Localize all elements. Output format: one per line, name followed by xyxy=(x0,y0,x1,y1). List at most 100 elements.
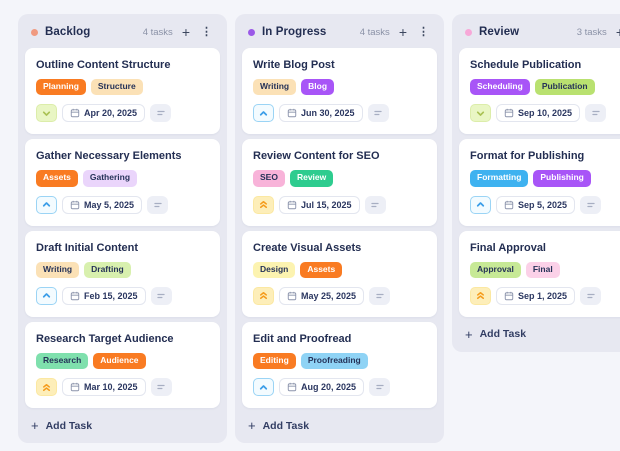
calendar-icon xyxy=(287,382,297,392)
add-card-icon[interactable]: + xyxy=(614,25,620,39)
priority-low-icon[interactable] xyxy=(36,104,57,123)
column-title: Backlog xyxy=(45,26,91,38)
priority-high-icon[interactable] xyxy=(470,286,491,305)
tag-pill: Scheduling xyxy=(470,79,530,96)
column-task-count: 3 tasks xyxy=(576,26,607,38)
plus-icon: + xyxy=(31,418,39,434)
task-card[interactable]: Format for Publishing Formatting Publishi… xyxy=(459,139,620,226)
description-icon xyxy=(580,195,602,214)
task-card[interactable]: Gather Necessary Elements Assets Gatherin… xyxy=(25,139,220,226)
add-task-label: Add Task xyxy=(45,419,93,432)
task-title: Schedule Publication xyxy=(470,59,582,71)
column-menu-icon[interactable]: ⋮ xyxy=(418,25,429,38)
due-date-text: Jul 15, 2025 xyxy=(301,199,352,210)
tag-pill: SEO xyxy=(253,170,285,187)
tag-list: Planning Structure xyxy=(36,79,209,96)
add-card-icon[interactable]: + xyxy=(181,24,190,40)
add-task-button[interactable]: + Add Task xyxy=(242,417,315,435)
description-icon xyxy=(150,378,172,397)
column-color-dot xyxy=(248,28,255,36)
tag-pill: Editing xyxy=(253,352,296,370)
column-menu-icon[interactable]: ⋮ xyxy=(201,25,212,38)
tag-list: SEO Review xyxy=(253,170,426,187)
tag-pill: Proofreading xyxy=(300,352,368,370)
task-card[interactable]: Final Approval Approval Final Sep 1, 2025 xyxy=(459,230,620,317)
tag-pill: Formatting xyxy=(470,170,529,187)
tag-list: Scheduling Publication xyxy=(470,79,620,96)
card-meta: Feb 15, 2025 xyxy=(36,286,209,305)
description-icon xyxy=(580,286,602,305)
task-card[interactable]: Schedule Publication Scheduling Publicati… xyxy=(459,48,620,135)
tag-pill: Audience xyxy=(93,352,146,370)
priority-medium-icon[interactable] xyxy=(36,286,57,305)
description-icon xyxy=(150,104,172,123)
task-card[interactable]: Research Target Audience Research Audienc… xyxy=(25,321,220,409)
task-card[interactable]: Create Visual Assets Design Assets May 25… xyxy=(242,230,437,317)
card-meta: Apr 20, 2025 xyxy=(36,104,209,123)
add-task-button[interactable]: + Add Task xyxy=(459,326,532,344)
description-icon xyxy=(585,104,607,123)
priority-low-icon[interactable] xyxy=(470,104,491,123)
task-card[interactable]: Draft Initial Content Writing Drafting Fe… xyxy=(25,230,220,317)
task-title: Research Target Audience xyxy=(36,332,174,345)
column-task-count: 4 tasks xyxy=(142,26,173,38)
priority-medium-icon[interactable] xyxy=(470,195,491,214)
due-date-chip: Sep 10, 2025 xyxy=(496,104,581,123)
priority-medium-icon[interactable] xyxy=(253,104,274,123)
add-card-icon[interactable]: + xyxy=(398,24,407,40)
task-card[interactable]: Outline Content Structure Planning Struct… xyxy=(25,48,220,135)
task-card[interactable]: Edit and Proofread Editing Proofreading A… xyxy=(242,321,437,409)
priority-high-icon[interactable] xyxy=(253,195,274,214)
calendar-icon xyxy=(504,200,514,209)
column-task-count: 4 tasks xyxy=(359,26,390,38)
calendar-icon xyxy=(287,109,297,118)
calendar-icon xyxy=(70,109,80,118)
kanban-column: Backlog 4 tasks + ⋮ Outline Content Stru… xyxy=(18,14,227,444)
due-date-text: Sep 5, 2025 xyxy=(518,199,568,210)
priority-medium-icon[interactable] xyxy=(36,195,57,214)
column-header: In Progress 4 tasks + ⋮ xyxy=(242,14,437,48)
kanban-column: In Progress 4 tasks + ⋮ Write Blog Post … xyxy=(235,14,444,444)
tag-list: Writing Drafting xyxy=(36,261,209,278)
card-meta: Sep 5, 2025 xyxy=(470,195,620,214)
due-date-text: Feb 15, 2025 xyxy=(84,290,138,301)
calendar-icon xyxy=(70,382,80,392)
column-header: Review 3 tasks + ⋮ xyxy=(459,14,620,48)
task-title: Gather Necessary Elements xyxy=(36,150,182,163)
due-date-chip: Mar 10, 2025 xyxy=(62,378,146,397)
due-date-text: Sep 10, 2025 xyxy=(518,108,573,119)
card-meta: Jun 30, 2025 xyxy=(253,104,426,123)
tag-pill: Final xyxy=(525,261,560,278)
task-card[interactable]: Write Blog Post Writing Blog Jun 30, 2025 xyxy=(242,48,437,135)
card-meta: Aug 20, 2025 xyxy=(253,378,426,397)
description-icon xyxy=(364,195,386,214)
due-date-chip: Feb 15, 2025 xyxy=(62,286,146,305)
add-task-label: Add Task xyxy=(262,419,310,432)
column-color-dot xyxy=(31,28,38,36)
tag-list: Writing Blog xyxy=(253,79,426,96)
priority-medium-icon[interactable] xyxy=(253,378,274,397)
calendar-icon xyxy=(287,291,297,301)
due-date-chip: Sep 5, 2025 xyxy=(496,195,576,214)
card-meta: Sep 1, 2025 xyxy=(470,286,620,305)
priority-high-icon[interactable] xyxy=(253,286,274,305)
task-title: Create Visual Assets xyxy=(253,241,362,254)
task-title: Format for Publishing xyxy=(470,150,585,163)
priority-high-icon[interactable] xyxy=(36,378,57,397)
card-meta: Mar 10, 2025 xyxy=(36,378,209,397)
card-meta: Sep 10, 2025 xyxy=(470,104,620,123)
tag-pill: Gathering xyxy=(82,170,138,187)
due-date-text: Aug 20, 2025 xyxy=(301,382,357,393)
description-icon xyxy=(369,378,391,397)
description-icon xyxy=(367,104,389,123)
task-title: Final Approval xyxy=(470,241,546,254)
calendar-icon xyxy=(70,291,80,301)
task-card[interactable]: Review Content for SEO SEO Review Jul 15,… xyxy=(242,139,437,226)
card-meta: May 5, 2025 xyxy=(36,195,209,214)
tag-list: Design Assets xyxy=(253,261,426,278)
add-task-label: Add Task xyxy=(479,328,527,341)
tag-pill: Writing xyxy=(253,79,297,96)
tag-pill: Design xyxy=(253,261,296,278)
add-task-button[interactable]: + Add Task xyxy=(25,417,98,435)
tag-pill: Assets xyxy=(300,261,343,278)
